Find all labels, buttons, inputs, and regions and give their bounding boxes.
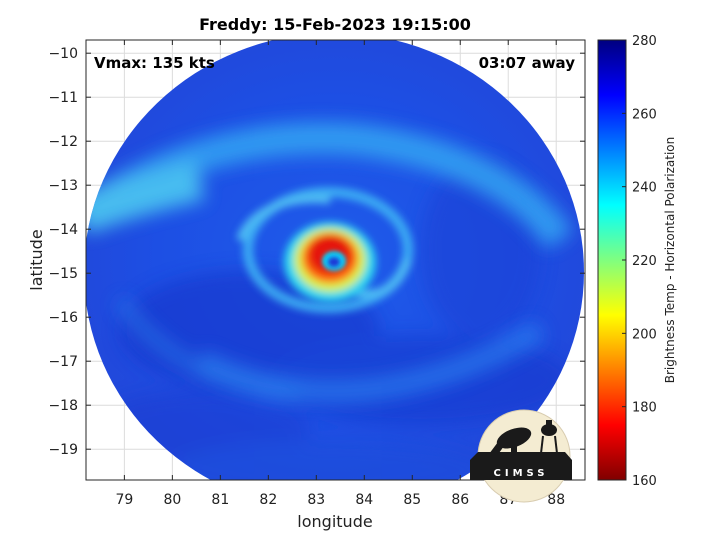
y-axis-label: latitude <box>27 229 46 290</box>
x-tick-label: 85 <box>403 492 421 508</box>
time-away-label: 03:07 away <box>479 54 576 72</box>
x-tick-label: 82 <box>259 492 277 508</box>
x-tick-label: 88 <box>547 492 565 508</box>
x-tick-label: 83 <box>307 492 325 508</box>
y-tick-label: −12 <box>48 134 78 150</box>
y-tick-label: −18 <box>48 398 78 414</box>
y-tick-label: −17 <box>48 354 78 370</box>
vmax-label: Vmax: 135 kts <box>94 54 215 72</box>
colorbar-tick-label: 280 <box>632 34 657 49</box>
colorbar-gradient <box>597 39 627 481</box>
colorbar: 160 180 200 220 240 260 280 Brightness Temp - … <box>597 34 677 489</box>
colorbar-tick-label: 160 <box>632 474 657 489</box>
x-tick-label: 84 <box>355 492 373 508</box>
colorbar-tick-label: 240 <box>632 181 657 196</box>
y-tick-label: −11 <box>48 90 78 106</box>
y-tick-label: −14 <box>48 222 78 238</box>
colorbar-tick-label: 220 <box>632 254 657 269</box>
logo-text: CIMSS <box>494 468 549 479</box>
cimss-logo: CIMSS <box>470 409 572 503</box>
y-tick-label: −15 <box>48 266 78 282</box>
colorbar-tick-label: 200 <box>632 327 657 342</box>
x-tick-label: 80 <box>163 492 181 508</box>
x-axis-label: longitude <box>297 512 372 531</box>
x-tick-label: 86 <box>451 492 469 508</box>
y-tick-label: −10 <box>48 46 78 62</box>
chart-title: Freddy: 15-Feb-2023 19:15:00 <box>199 15 471 34</box>
y-tick-label: −13 <box>48 178 78 194</box>
x-tick-label: 79 <box>115 492 133 508</box>
y-tick-label: −16 <box>48 310 78 326</box>
colorbar-ticks: 160 180 200 220 240 260 280 <box>622 34 657 489</box>
x-tick-label: 81 <box>211 492 229 508</box>
colorbar-tick-label: 260 <box>632 107 657 122</box>
colorbar-tick-label: 180 <box>632 401 657 416</box>
colorbar-label: Brightness Temp - Horizontal Polarizatio… <box>663 137 677 384</box>
plot-frame <box>85 39 586 481</box>
y-tick-label: −19 <box>48 442 78 458</box>
y-axis-ticks: −10 −11 −12 −13 −14 −15 −16 −17 −18 −19 <box>48 46 585 458</box>
